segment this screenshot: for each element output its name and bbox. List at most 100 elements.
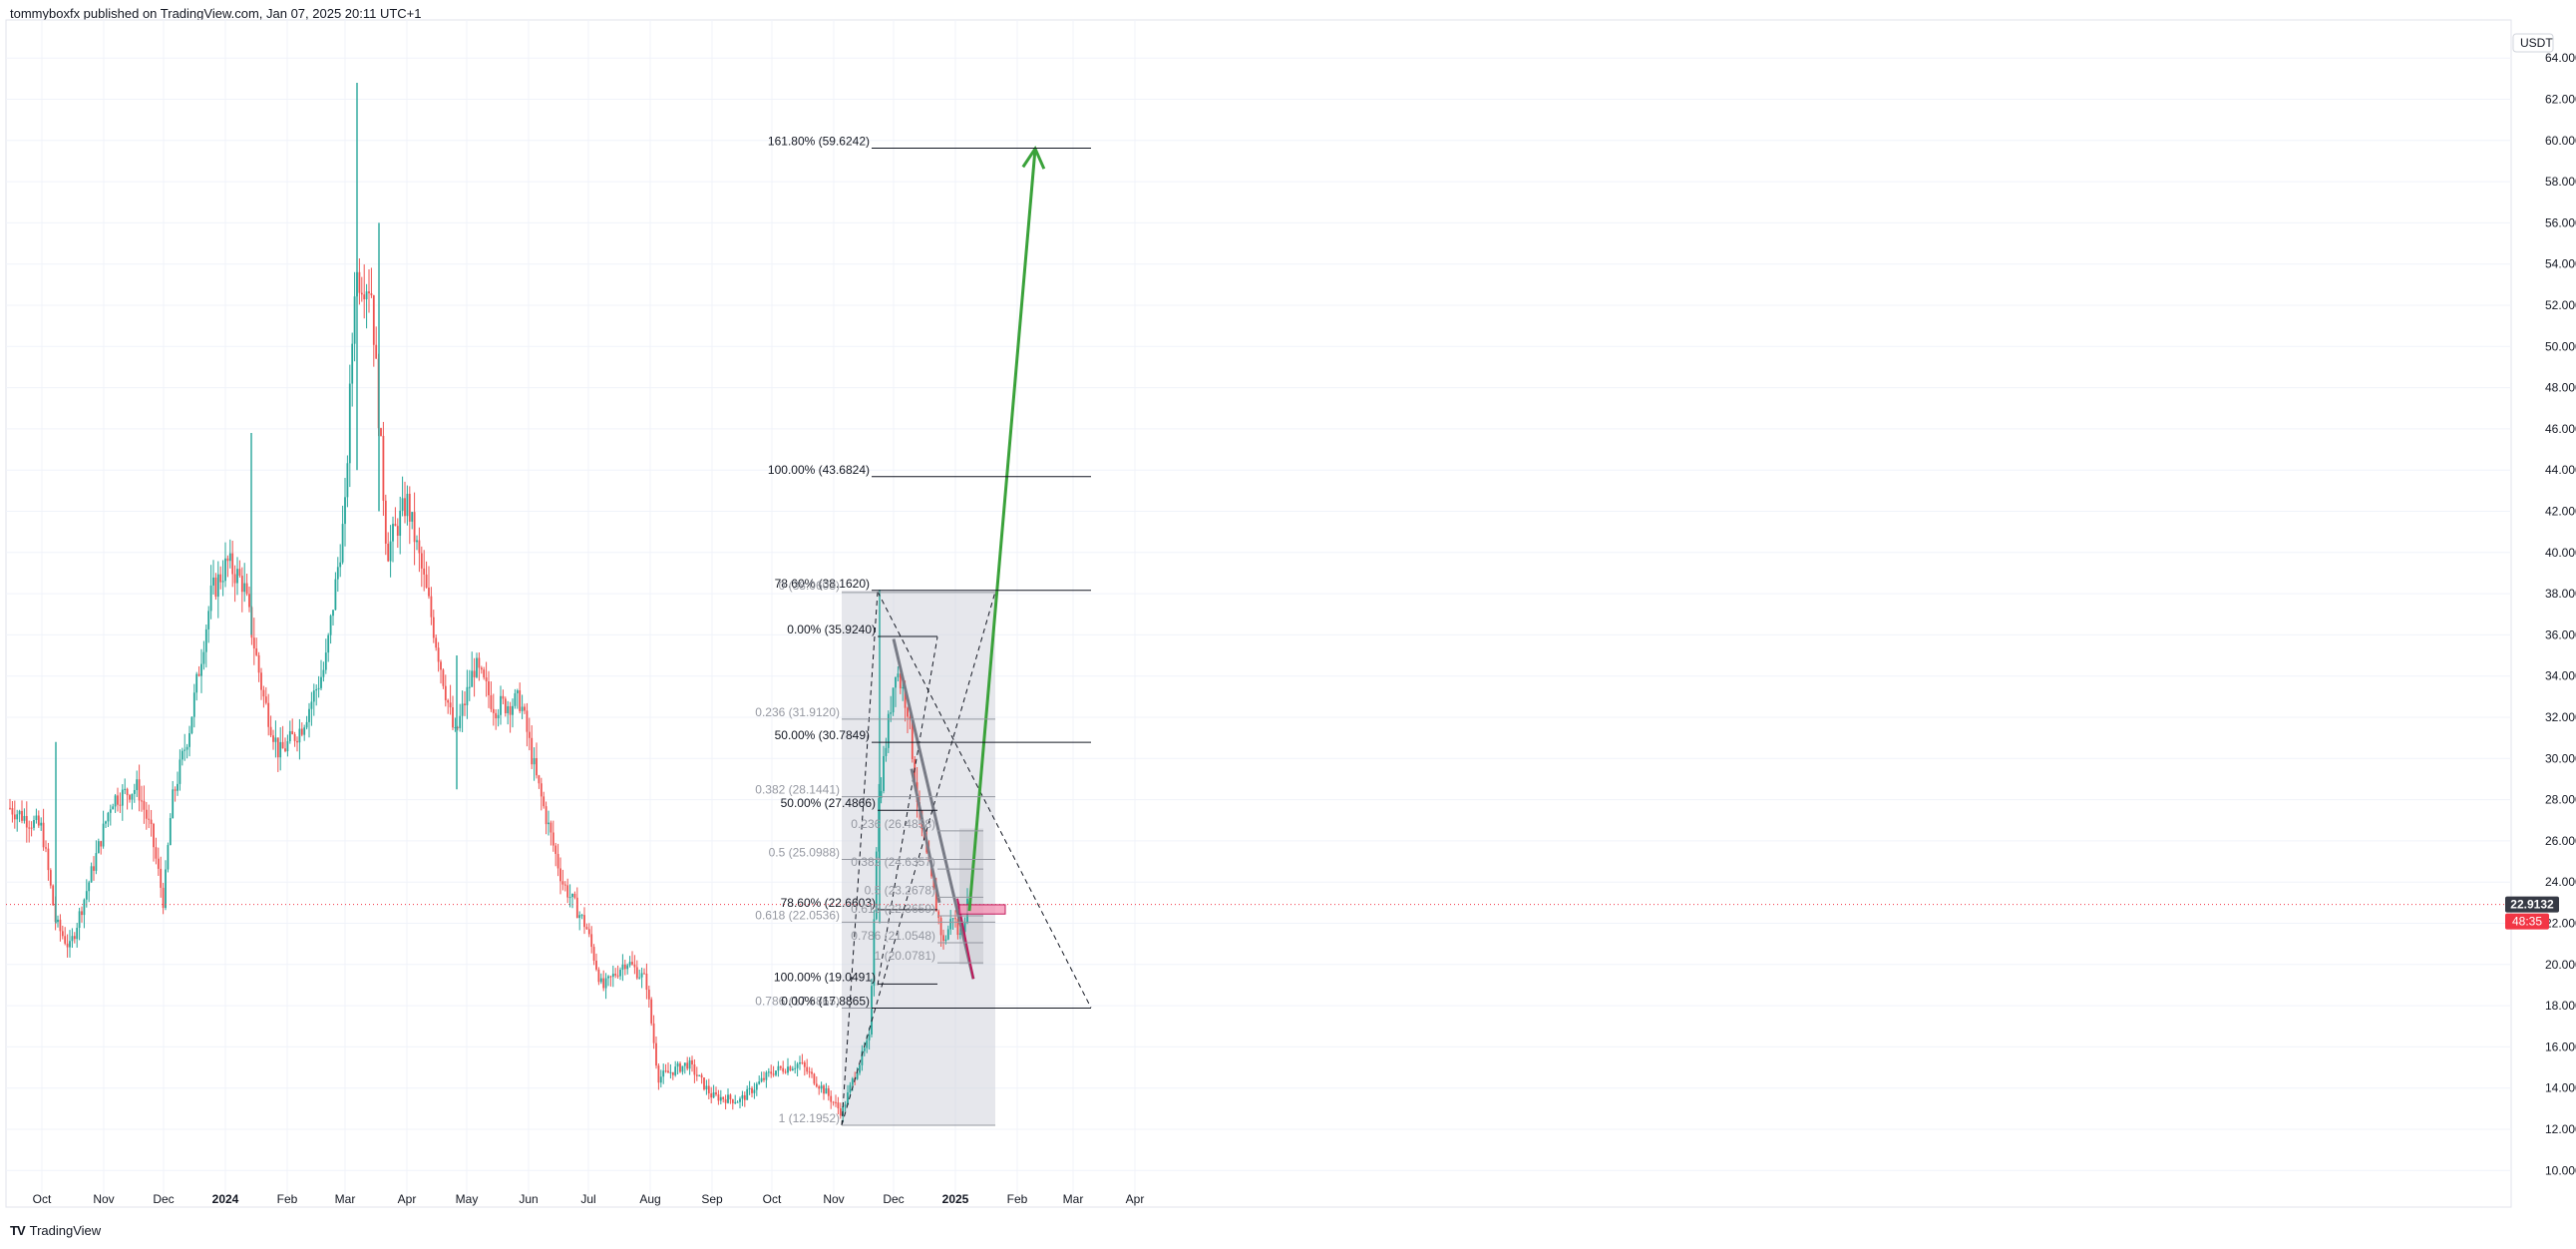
candle [727,1088,729,1104]
candle [59,914,62,942]
candle-body [554,845,557,854]
candle [767,1067,770,1077]
candle [233,565,236,603]
x-tick-label: Apr [398,1192,417,1206]
candle [200,648,202,693]
candle-body [820,1085,823,1089]
candle-body [9,807,11,809]
y-tick-label: 30.0000 [2545,751,2576,765]
candle-body [509,705,512,715]
candle [563,881,566,892]
candle [815,1076,818,1088]
candle-body [873,919,876,987]
candle-body [832,1101,835,1103]
candle [143,785,146,824]
candle-body [827,1088,830,1096]
candle-body [454,726,457,728]
candle-body [746,1088,749,1100]
candle [887,710,890,753]
candle [30,821,33,837]
candle-body [214,577,217,598]
candle-body [669,1071,672,1073]
candle [623,959,626,976]
candle [794,1060,797,1074]
candle-body [895,676,897,688]
candle [226,555,229,578]
candle [729,1093,732,1104]
candle-body [753,1089,756,1093]
currency-box[interactable] [2512,33,2554,53]
candle [291,718,294,735]
y-tick-label: 62.0000 [2545,93,2576,107]
candle-body [153,824,155,848]
candle-body [758,1081,761,1084]
candle [167,842,170,873]
candle [652,1015,655,1049]
candle-body [561,881,564,885]
candle-body [526,710,529,732]
candle [64,927,67,946]
candle-body [772,1073,775,1075]
candle-body [635,967,638,979]
candle [667,1062,669,1073]
candle [88,880,91,903]
candle-body [545,806,548,825]
candle [363,264,366,319]
candle [679,1060,681,1073]
candle-body [592,947,595,961]
candle-body [471,670,474,687]
candle-body [951,918,954,920]
candle [190,716,193,735]
candle-body [37,815,40,826]
candle-body [710,1093,713,1098]
candle [734,1094,737,1105]
candle [281,725,284,749]
x-tick-label: Oct [33,1192,52,1206]
candle-body [847,1092,849,1105]
candle-body [449,702,452,708]
candle [437,641,440,672]
candle-body [303,727,306,735]
fib-level-label: 0 (38.0603) [779,579,840,593]
candle [141,785,143,812]
candle-body [42,822,45,848]
candle-body [28,827,31,829]
candle [524,703,526,714]
fib-level-label: 0.618 (22.0536) [755,908,840,922]
countdown-badge [2505,913,2549,930]
candle [228,539,231,569]
candle-body [358,271,361,293]
candle [787,1057,789,1075]
candle-body [911,718,914,759]
dashed-trendline [877,591,1092,1009]
candle-body [257,654,260,673]
candle-body [212,577,214,586]
x-tick-label: Jun [519,1192,538,1206]
candle-body [267,702,270,727]
candle [942,929,944,950]
candle [432,610,435,643]
candle [478,652,481,681]
candle [559,857,561,895]
candle-body [485,677,488,682]
candle-body [604,978,607,989]
candle-body [425,574,428,589]
candle [724,1094,727,1110]
candle [473,657,476,697]
candle-body [835,1101,837,1103]
candle [435,633,438,651]
candle-body [112,806,115,810]
tradingview-brand[interactable]: TV TradingView [10,1223,101,1238]
y-tick-label: 60.0000 [2545,134,2576,148]
candle [272,729,274,750]
candle-body [830,1095,833,1102]
candle-body [83,899,86,916]
y-tick-label: 24.0000 [2545,875,2576,889]
candle [66,934,69,958]
candle [779,1065,782,1070]
candle [396,518,399,549]
candle [42,808,45,851]
chart-grid [5,19,2512,1208]
candle-body [95,853,98,871]
